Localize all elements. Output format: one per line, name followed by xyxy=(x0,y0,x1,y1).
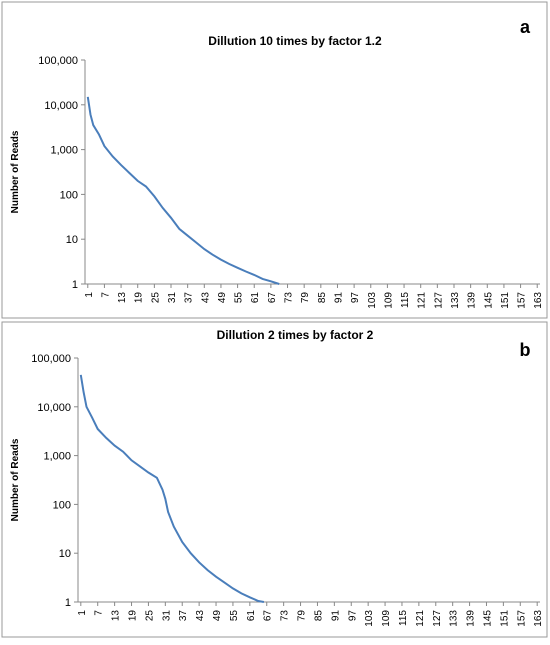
x-tick-label: 139 xyxy=(467,292,478,309)
x-tick-label: 145 xyxy=(483,292,494,309)
x-tick-label: 43 xyxy=(200,292,211,304)
x-tick-label: 43 xyxy=(195,610,206,622)
y-tick-label: 100 xyxy=(53,499,71,511)
x-tick-label: 103 xyxy=(364,610,375,627)
y-tick-label: 10 xyxy=(66,234,78,246)
y-tick-label: 10,000 xyxy=(44,100,78,112)
x-tick-label: 157 xyxy=(516,610,527,627)
x-tick-label: 109 xyxy=(381,610,392,627)
x-tick-label: 37 xyxy=(178,610,189,622)
x-tick-label: 7 xyxy=(100,292,111,298)
x-tick-label: 127 xyxy=(432,610,443,627)
chart-title: Dillution 2 times by factor 2 xyxy=(217,328,374,342)
x-tick-label: 91 xyxy=(333,292,344,304)
panel-frame xyxy=(1,321,548,638)
x-tick-label: 7 xyxy=(94,610,105,616)
chart-title: Dillution 10 times by factor 1.2 xyxy=(208,34,382,48)
x-tick-label: 115 xyxy=(400,292,411,308)
x-tick-label: 19 xyxy=(134,292,145,304)
x-tick-label: 163 xyxy=(533,610,544,627)
x-tick-label: 67 xyxy=(263,610,274,622)
x-tick-label: 1 xyxy=(84,292,95,298)
x-tick-label: 55 xyxy=(234,292,245,304)
data-line xyxy=(79,374,265,603)
x-tick-label: 55 xyxy=(229,610,240,622)
x-tick-label: 103 xyxy=(367,292,378,309)
panel-frame xyxy=(1,1,548,319)
x-tick-label: 61 xyxy=(250,292,261,304)
x-tick-label: 73 xyxy=(280,610,291,622)
y-tick-label: 100 xyxy=(60,189,78,201)
x-tick-label: 79 xyxy=(297,610,308,622)
panel-label: b xyxy=(520,340,531,360)
y-tick-label: 1 xyxy=(72,279,78,291)
x-tick-label: 13 xyxy=(111,610,122,622)
y-tick-label: 1 xyxy=(65,597,71,609)
y-tick-label: 1,000 xyxy=(43,451,71,463)
x-tick-label: 79 xyxy=(300,292,311,304)
x-tick-label: 85 xyxy=(317,292,328,304)
x-tick-label: 73 xyxy=(284,292,295,304)
data-line xyxy=(86,96,280,285)
x-tick-label: 49 xyxy=(212,610,223,622)
x-tick-label: 31 xyxy=(161,610,172,622)
x-tick-label: 25 xyxy=(150,292,161,304)
x-tick-label: 85 xyxy=(313,610,324,622)
x-tick-label: 91 xyxy=(330,610,341,622)
x-tick-label: 49 xyxy=(217,292,228,304)
x-tick-label: 61 xyxy=(246,610,257,622)
x-tick-label: 115 xyxy=(398,610,409,626)
y-tick-label: 100,000 xyxy=(31,353,71,365)
x-tick-label: 133 xyxy=(450,292,461,309)
x-tick-label: 1 xyxy=(77,610,88,616)
panel-label: a xyxy=(520,17,531,37)
x-tick-label: 97 xyxy=(350,292,361,304)
y-axis-label: Number of Reads xyxy=(10,130,21,213)
x-tick-label: 19 xyxy=(128,610,139,622)
x-tick-label: 151 xyxy=(499,610,510,627)
x-tick-label: 121 xyxy=(415,610,426,627)
x-tick-label: 121 xyxy=(417,292,428,309)
x-tick-label: 37 xyxy=(184,292,195,304)
x-tick-label: 31 xyxy=(167,292,178,304)
y-tick-label: 100,000 xyxy=(38,55,78,67)
y-tick-label: 1,000 xyxy=(50,145,78,157)
y-tick-label: 10 xyxy=(59,548,71,560)
x-tick-label: 13 xyxy=(117,292,128,304)
y-axis-label: Number of Reads xyxy=(10,438,21,521)
x-tick-label: 109 xyxy=(383,292,394,309)
x-tick-label: 157 xyxy=(517,292,528,309)
x-tick-label: 127 xyxy=(433,292,444,309)
x-tick-label: 163 xyxy=(533,292,544,309)
x-tick-label: 97 xyxy=(347,610,358,622)
x-tick-label: 25 xyxy=(144,610,155,622)
x-tick-label: 145 xyxy=(482,610,493,627)
x-tick-label: 133 xyxy=(449,610,460,627)
x-tick-label: 151 xyxy=(500,292,511,309)
x-tick-label: 67 xyxy=(267,292,278,304)
y-tick-label: 10,000 xyxy=(37,402,71,414)
x-tick-label: 139 xyxy=(466,610,477,627)
